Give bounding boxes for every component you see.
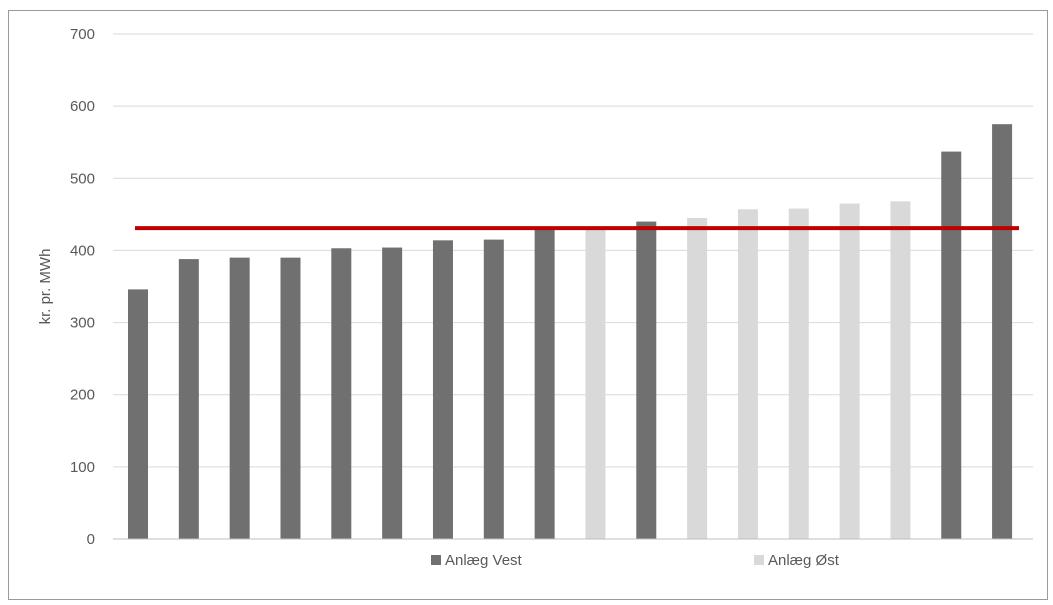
- bar: [890, 201, 911, 539]
- bar: [687, 217, 708, 539]
- y-tick-label: 400: [70, 242, 95, 259]
- y-tick-label: 0: [87, 531, 95, 548]
- bar: [636, 221, 657, 540]
- legend-label: Anlæg Vest: [445, 552, 523, 569]
- legend-swatch: [754, 555, 764, 565]
- y-tick-label: 100: [70, 459, 95, 476]
- bar: [992, 124, 1013, 539]
- bar: [737, 209, 758, 540]
- y-tick-label: 700: [70, 26, 95, 43]
- y-tick-label: 300: [70, 315, 95, 332]
- bar: [534, 228, 555, 540]
- bar: [331, 248, 352, 539]
- bar: [280, 257, 301, 539]
- bar: [839, 203, 860, 540]
- y-axis-title: kr. pr. MWh: [37, 249, 54, 325]
- legend: Anlæg Vest Anlæg Øst: [431, 552, 840, 569]
- bar: [382, 247, 403, 540]
- bar: [483, 239, 504, 539]
- legend-swatch: [431, 555, 441, 565]
- bar: [178, 259, 199, 539]
- y-axis-tick-labels: 0 100 200 300 400 500 600 700: [70, 26, 95, 548]
- y-tick-label: 500: [70, 170, 95, 187]
- bar: [788, 208, 809, 540]
- y-tick-label: 200: [70, 387, 95, 404]
- bar: [585, 228, 606, 540]
- bar: [128, 289, 148, 539]
- bar: [432, 240, 453, 540]
- legend-label: Anlæg Øst: [768, 552, 840, 569]
- bars: [128, 124, 1013, 540]
- bar: [941, 151, 962, 540]
- gridlines: [113, 33, 1033, 468]
- chart-frame: [8, 10, 1048, 600]
- bar: [229, 257, 250, 539]
- y-tick-label: 600: [70, 98, 95, 115]
